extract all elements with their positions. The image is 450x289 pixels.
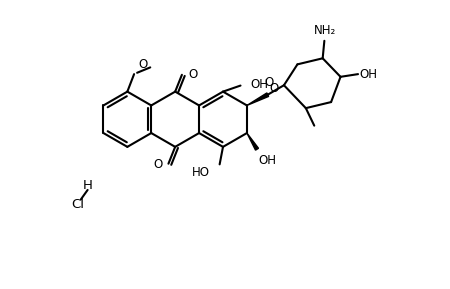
Text: OH: OH [360,68,378,81]
Text: O: O [153,158,162,171]
Text: O: O [188,68,197,81]
Polygon shape [247,93,269,105]
Polygon shape [247,133,258,150]
Text: OH: OH [251,78,269,91]
Text: NH₂: NH₂ [314,24,336,37]
Text: O: O [139,58,148,71]
Text: HO: HO [192,166,210,179]
Text: OH: OH [258,154,276,167]
Text: O: O [264,76,274,89]
Text: H: H [83,179,93,192]
Text: Cl: Cl [72,198,85,211]
Text: O: O [269,82,278,95]
